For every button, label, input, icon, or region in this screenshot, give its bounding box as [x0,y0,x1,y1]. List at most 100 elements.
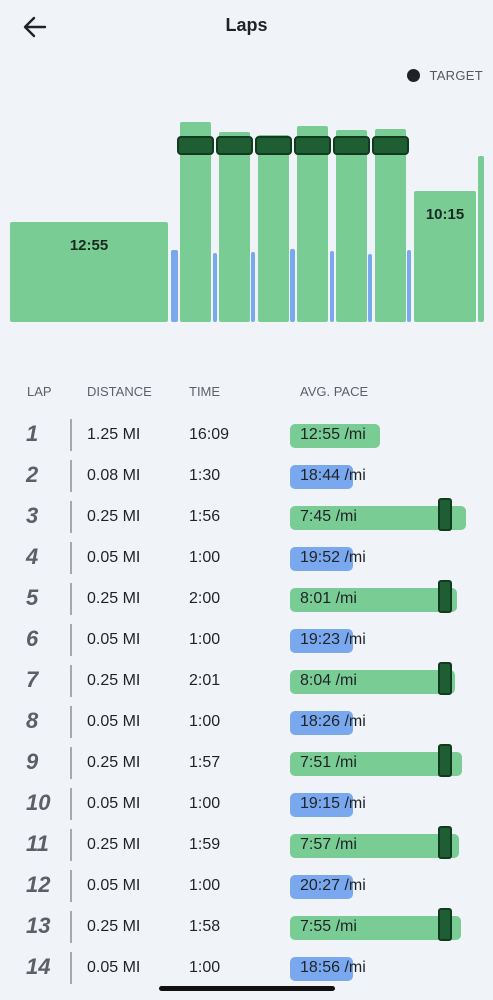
lap-row[interactable]: 2 0.08 MI 1:30 18:44 /mi [0,456,493,497]
lap-distance: 0.05 MI [87,959,141,976]
rest-lap-bar[interactable] [407,250,411,322]
bar-pace-label: 10:15 [426,206,464,223]
rest-lap-bar[interactable] [213,253,217,322]
pace-bar [290,424,380,448]
header: Laps [0,0,493,56]
target-legend-dot [407,69,421,82]
lap-number: 14 [26,954,51,979]
lap-row[interactable]: 5 0.25 MI 2:00 8:01 /mi [0,579,493,620]
row-divider [70,583,72,615]
pace-bar [290,916,461,940]
lap-row[interactable]: 3 0.25 MI 1:56 7:45 /mi [0,497,493,538]
lap-time: 1:57 [189,754,221,771]
row-divider [70,665,72,697]
target-pace-marker [438,662,452,695]
lap-time: 2:01 [189,672,221,689]
lap-avg-pace: 19:15 /mi [300,795,366,812]
lap-distance: 0.25 MI [87,754,141,771]
lap-row[interactable]: 14 0.05 MI 1:00 18:56 /mi [0,948,493,989]
rest-lap-bar[interactable] [251,252,255,322]
lap-distance: 0.05 MI [87,795,141,812]
lap-row[interactable]: 6 0.05 MI 1:00 19:23 /mi [0,620,493,661]
run-lap-bar[interactable] [414,191,476,322]
run-lap-bar[interactable] [297,126,328,322]
lap-time: 2:00 [189,590,221,607]
target-pace-marker [438,908,452,941]
lap-row[interactable]: 9 0.25 MI 1:57 7:51 /mi [0,743,493,784]
lap-row[interactable]: 13 0.25 MI 1:58 7:55 /mi [0,907,493,948]
run-lap-bar[interactable] [10,222,168,322]
lap-time: 1:00 [189,713,221,730]
lap-time: 1:58 [189,918,221,935]
lap-row[interactable]: 7 0.25 MI 2:01 8:04 /mi [0,661,493,702]
lap-number: 11 [26,831,49,856]
lap-avg-pace: 7:55 /mi [300,918,357,935]
target-pace-marker [438,744,452,777]
row-divider [70,624,72,656]
target-range-marker [177,136,214,155]
lap-avg-pace: 12:55 /mi [300,426,366,443]
lap-time: 1:00 [189,549,221,566]
row-divider [70,747,72,779]
run-lap-bar[interactable] [219,132,250,322]
lap-number: 3 [26,503,39,528]
lap-time: 1:59 [189,836,221,853]
row-divider [70,952,72,984]
pace-bar [290,793,353,817]
rest-lap-bar[interactable] [368,254,372,322]
lap-number: 4 [26,544,39,569]
arrow-left-icon [23,16,47,38]
lap-number: 12 [26,872,51,897]
lap-row[interactable]: 10 0.05 MI 1:00 19:15 /mi [0,784,493,825]
pace-bar [290,588,457,612]
page-title: Laps [225,15,268,35]
lap-number: 8 [26,708,39,733]
lap-distance: 0.05 MI [87,713,141,730]
row-divider [70,829,72,861]
lap-number: 6 [26,626,39,651]
pace-bar [290,465,353,489]
run-lap-bar[interactable] [375,129,406,322]
lap-number: 13 [26,913,51,938]
lap-distance: 0.08 MI [87,467,141,484]
lap-distance: 0.05 MI [87,877,141,894]
pace-bar [290,957,353,981]
lap-time: 1:56 [189,508,221,525]
lap-time: 16:09 [189,426,230,443]
run-lap-bar[interactable] [336,130,367,322]
lap-avg-pace: 20:27 /mi [300,877,366,894]
run-lap-bar[interactable] [258,135,289,322]
pace-bar [290,752,462,776]
rest-lap-bar[interactable] [330,251,334,322]
target-pace-marker [438,826,452,859]
lap-time: 1:00 [189,959,221,976]
lap-distance: 0.25 MI [87,590,141,607]
lap-time: 1:30 [189,467,221,484]
lap-distance: 0.25 MI [87,672,141,689]
lap-distance: 0.25 MI [87,508,141,525]
header-time: TIME [189,384,221,399]
rest-lap-bar[interactable] [171,250,178,322]
target-legend-label: TARGET [429,68,483,83]
lap-row[interactable]: 12 0.05 MI 1:00 20:27 /mi [0,866,493,907]
lap-row[interactable]: 8 0.05 MI 1:00 18:26 /mi [0,702,493,743]
lap-avg-pace: 18:44 /mi [300,467,366,484]
pace-bar [290,670,455,694]
target-range-marker [255,136,292,155]
run-lap-bar[interactable] [478,156,484,322]
pace-bar [290,506,466,530]
target-pace-marker [438,580,452,613]
rest-lap-bar[interactable] [290,249,295,322]
home-indicator [159,986,335,991]
lap-distance: 0.05 MI [87,631,141,648]
run-lap-bar[interactable] [180,122,211,322]
back-button[interactable] [18,10,52,44]
lap-avg-pace: 18:26 /mi [300,713,366,730]
lap-row[interactable]: 4 0.05 MI 1:00 19:52 /mi [0,538,493,579]
header-lap: LAP [27,384,52,399]
lap-row[interactable]: 1 1.25 MI 16:09 12:55 /mi [0,415,493,456]
header-pace: AVG. PACE [300,384,369,399]
target-range-marker [294,136,331,155]
lap-row[interactable]: 11 0.25 MI 1:59 7:57 /mi [0,825,493,866]
header-distance: DISTANCE [87,384,152,399]
